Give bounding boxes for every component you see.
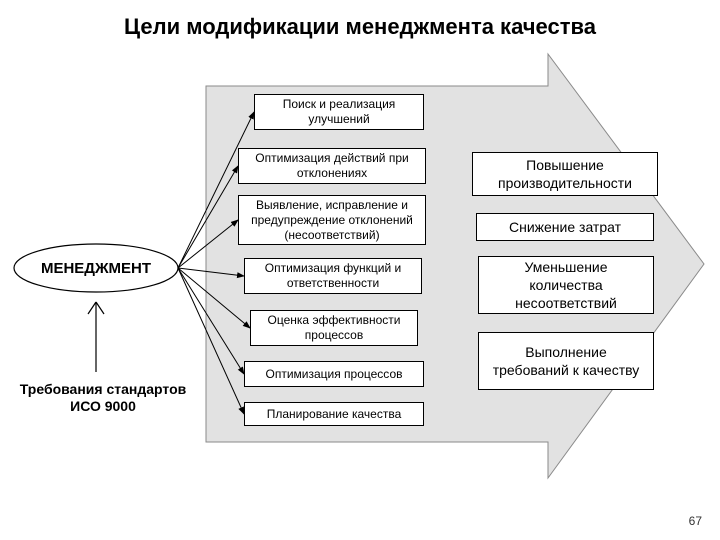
iso-label: Требования стандартов ИСО 9000 bbox=[14, 381, 192, 416]
center-box-label: Планирование качества bbox=[267, 407, 402, 422]
center-box-label: Оптимизация действий при отклонениях bbox=[245, 151, 419, 181]
page-title: Цели модификации менеджмента качества bbox=[0, 14, 720, 40]
center-box-b2: Выявление, исправление и предупреждение … bbox=[238, 195, 426, 245]
result-box-label: Снижение затрат bbox=[509, 218, 621, 236]
center-box-label: Оптимизация функций и ответственности bbox=[251, 261, 415, 291]
iso-requirements: Требования стандартов ИСО 9000 bbox=[14, 378, 192, 418]
center-box-b1: Оптимизация действий при отклонениях bbox=[238, 148, 426, 184]
management-node: МЕНЕДЖМЕНТ bbox=[14, 252, 178, 284]
center-box-b6: Планирование качества bbox=[244, 402, 424, 426]
result-box-label: Повышение производительности bbox=[481, 156, 649, 192]
center-box-b4: Оценка эффективности процессов bbox=[250, 310, 418, 346]
center-box-b5: Оптимизация процессов bbox=[244, 361, 424, 387]
management-label: МЕНЕДЖМЕНТ bbox=[41, 260, 151, 277]
result-box-label: Выполнение требований к качеству bbox=[487, 343, 645, 379]
center-box-label: Поиск и реализация улучшений bbox=[261, 97, 417, 127]
center-box-label: Выявление, исправление и предупреждение … bbox=[245, 198, 419, 243]
page-number: 67 bbox=[689, 514, 702, 528]
center-box-label: Оптимизация процессов bbox=[265, 367, 402, 382]
center-box-label: Оценка эффективности процессов bbox=[257, 313, 411, 343]
result-box-label: Уменьшение количества несоответствий bbox=[487, 258, 645, 313]
center-box-b0: Поиск и реализация улучшений bbox=[254, 94, 424, 130]
result-box-r3: Выполнение требований к качеству bbox=[478, 332, 654, 390]
center-box-b3: Оптимизация функций и ответственности bbox=[244, 258, 422, 294]
result-box-r1: Снижение затрат bbox=[476, 213, 654, 241]
result-box-r0: Повышение производительности bbox=[472, 152, 658, 196]
result-box-r2: Уменьшение количества несоответствий bbox=[478, 256, 654, 314]
